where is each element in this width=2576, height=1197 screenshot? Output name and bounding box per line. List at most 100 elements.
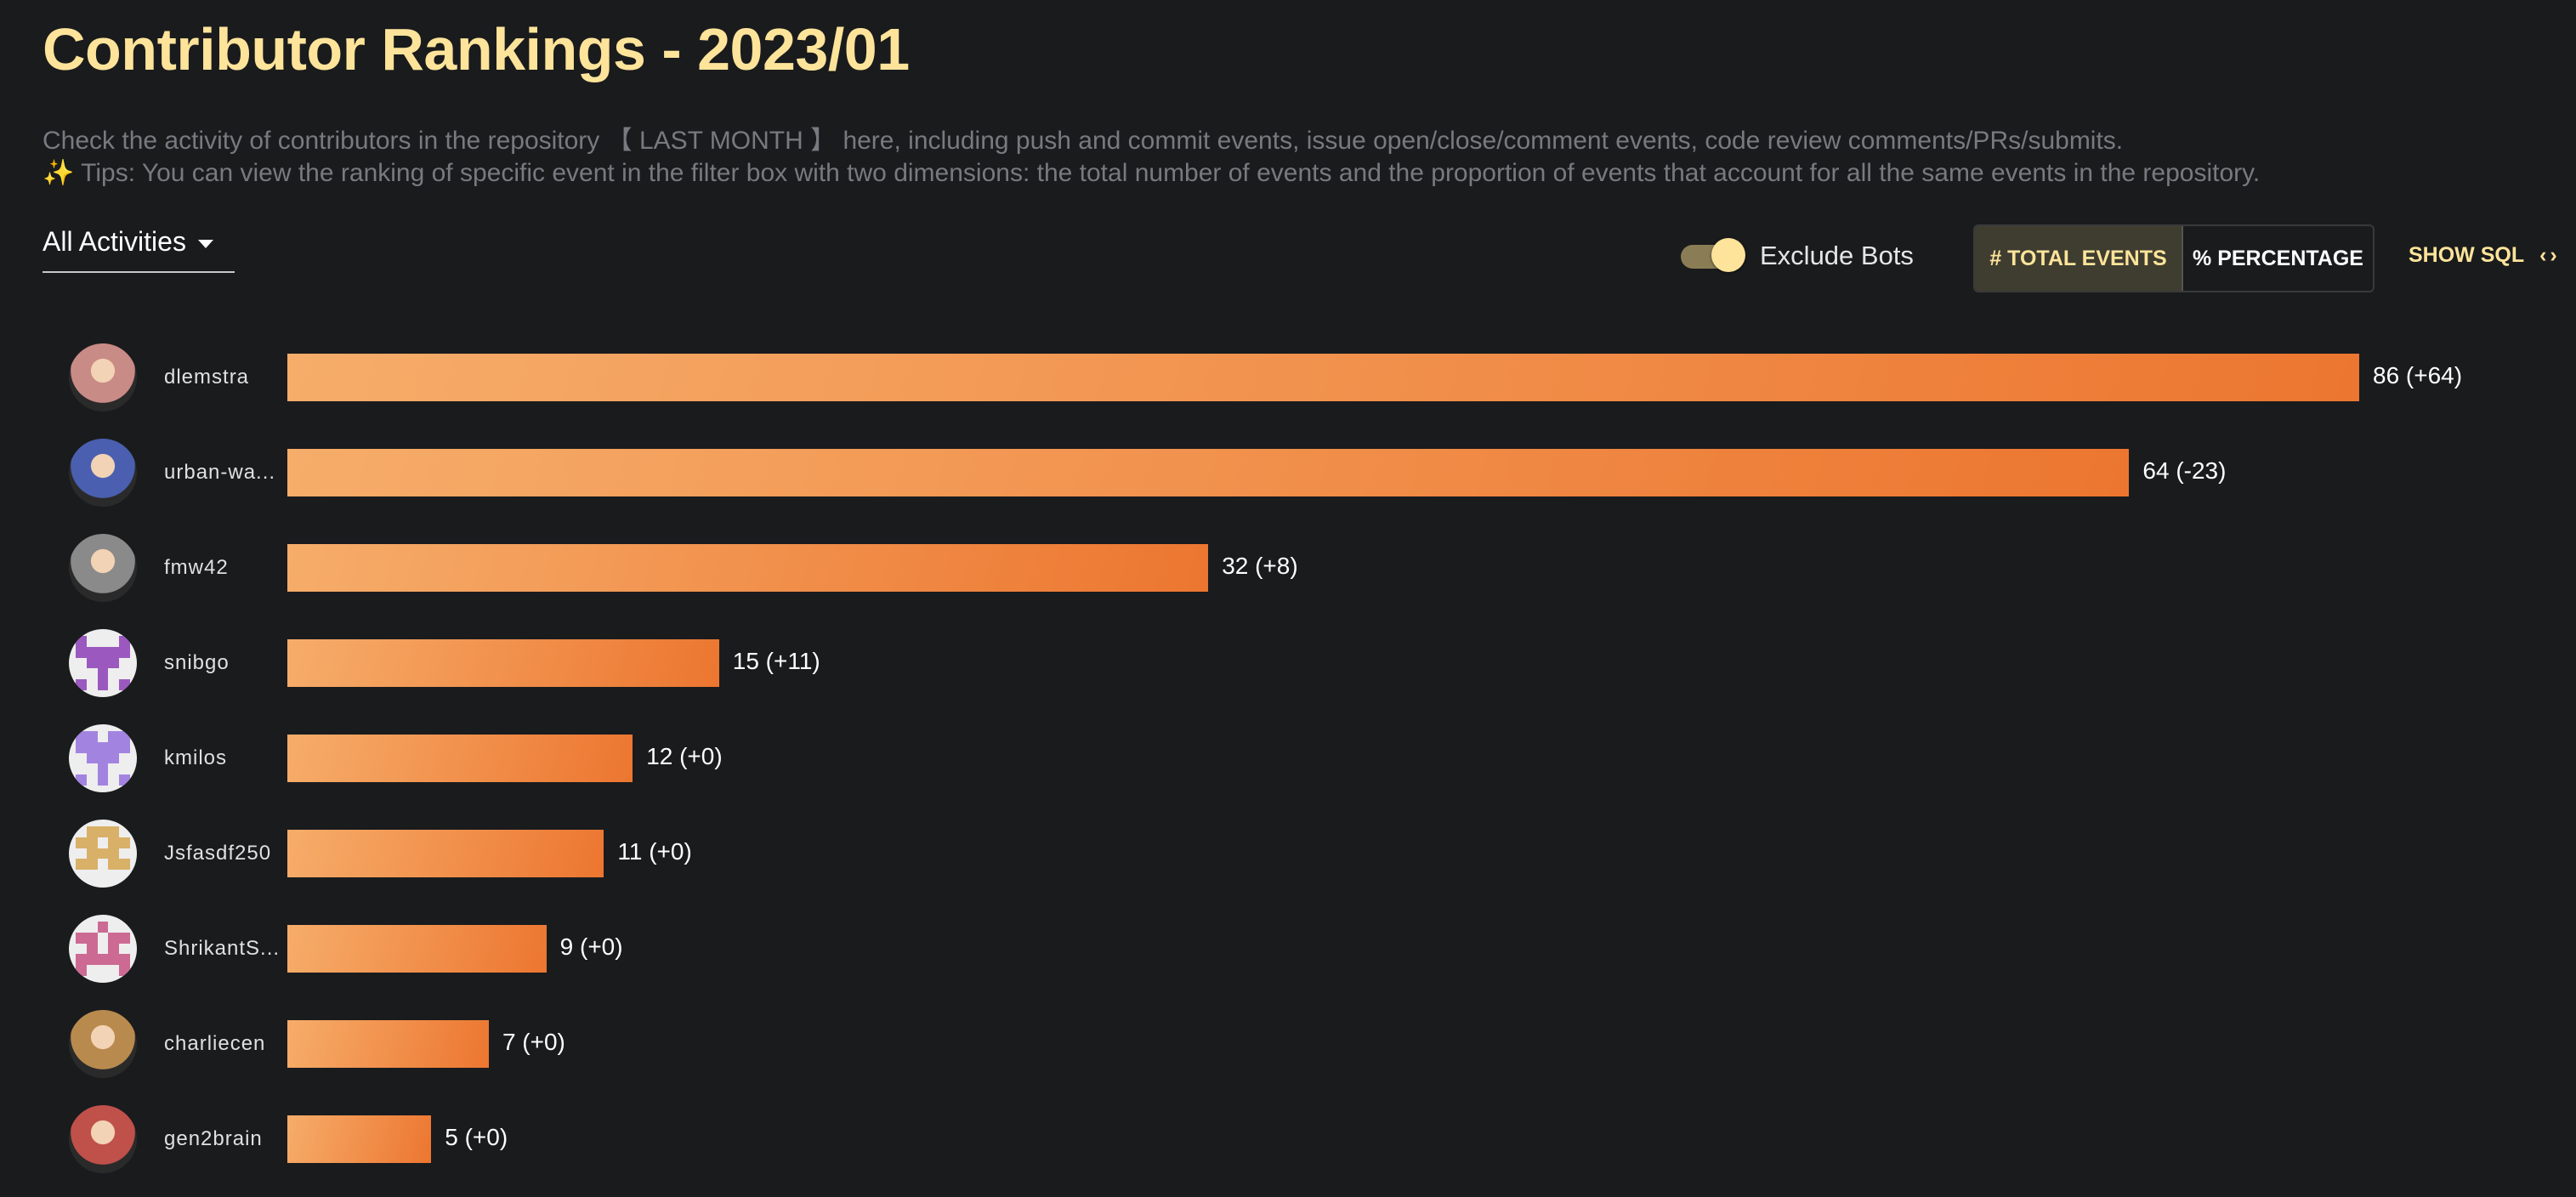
avatar[interactable] bbox=[69, 724, 137, 792]
identicon-cell bbox=[76, 668, 87, 679]
contributor-row: Jsfasdf250 11 (+0) bbox=[0, 806, 2576, 901]
activity-filter-dropdown[interactable]: All Activities bbox=[43, 226, 235, 273]
contributor-name[interactable]: snibgo bbox=[164, 651, 230, 674]
page-description: Check the activity of contributors in th… bbox=[43, 127, 2124, 155]
identicon-cell bbox=[97, 646, 109, 658]
avatar[interactable] bbox=[69, 915, 137, 983]
avatar[interactable] bbox=[69, 629, 137, 697]
identicon-cell bbox=[76, 753, 87, 764]
avatar[interactable] bbox=[69, 343, 137, 411]
identicon-cell bbox=[86, 731, 98, 742]
bar bbox=[287, 544, 1209, 592]
toggle-knob bbox=[1711, 238, 1745, 272]
identicon-cell bbox=[86, 826, 98, 837]
avatar[interactable] bbox=[69, 820, 137, 888]
contributor-name[interactable]: ShrikantS... bbox=[164, 937, 281, 960]
identicon-cell bbox=[108, 848, 120, 859]
bar bbox=[287, 639, 719, 687]
identicon-cell bbox=[119, 848, 130, 859]
identicon-cell bbox=[108, 774, 119, 786]
contributor-name[interactable]: charliecen bbox=[164, 1032, 266, 1055]
avatar[interactable] bbox=[69, 1010, 137, 1078]
identicon-cell bbox=[119, 932, 130, 944]
identicon-cell bbox=[76, 848, 87, 859]
identicon-cell bbox=[87, 679, 98, 690]
identicon-cell bbox=[108, 679, 119, 690]
avatar[interactable] bbox=[69, 534, 137, 602]
identicon-cell bbox=[87, 965, 98, 976]
bar-value-label: 32 (+8) bbox=[1222, 553, 1298, 579]
contributor-name[interactable]: gen2brain bbox=[164, 1127, 263, 1150]
contributor-row: kmilos 12 (+0) bbox=[0, 711, 2576, 806]
contributor-row: urban-wa... 64 (-23) bbox=[0, 425, 2576, 520]
show-sql-label: SHOW SQL bbox=[2409, 243, 2525, 267]
identicon-cell bbox=[97, 763, 109, 775]
identicon-cell bbox=[76, 922, 87, 933]
identicon-cell bbox=[76, 763, 87, 774]
contributor-row: dlemstra 86 (+64) bbox=[0, 330, 2576, 425]
contributor-name[interactable]: kmilos bbox=[164, 746, 228, 769]
bar bbox=[287, 830, 604, 877]
identicon-cell bbox=[97, 752, 109, 764]
code-icon: ‹› bbox=[2539, 243, 2561, 267]
identicon-cell bbox=[119, 741, 130, 753]
identicon-cell bbox=[76, 646, 87, 658]
percentage-button[interactable]: % PERCENTAGE bbox=[2193, 246, 2363, 270]
identicon-cell bbox=[76, 965, 87, 976]
identicon-cell bbox=[98, 870, 109, 881]
identicon-cell bbox=[108, 636, 119, 647]
identicon-cell bbox=[86, 657, 98, 669]
avatar[interactable] bbox=[69, 1105, 137, 1173]
identicon-cell bbox=[108, 859, 120, 871]
identicon-cell bbox=[98, 859, 109, 870]
identicon-cell bbox=[108, 668, 119, 679]
identicon-cell bbox=[98, 731, 109, 742]
identicon-cell bbox=[76, 679, 87, 690]
identicon-cell bbox=[108, 837, 120, 848]
identicon-cell bbox=[108, 954, 120, 966]
mode-switch: # TOTAL EVENTS % PERCENTAGE bbox=[1973, 224, 2375, 292]
bar-value-label: 7 (+0) bbox=[502, 1029, 565, 1055]
contributor-row: ShrikantS... 9 (+0) bbox=[0, 901, 2576, 996]
contributor-name[interactable]: dlemstra bbox=[164, 366, 250, 389]
contributor-name[interactable]: urban-wa... bbox=[164, 461, 276, 484]
contributor-name[interactable]: fmw42 bbox=[164, 556, 229, 579]
identicon-cell bbox=[108, 763, 119, 774]
identicon-cell bbox=[97, 848, 109, 859]
identicon-cell bbox=[98, 636, 109, 647]
identicon-cell bbox=[97, 774, 109, 786]
identicon-cell bbox=[119, 668, 130, 679]
bar-value-label: 64 (-23) bbox=[2142, 457, 2227, 484]
identicon-cell bbox=[108, 646, 120, 658]
identicon-cell bbox=[76, 741, 87, 753]
identicon-cell bbox=[97, 954, 109, 966]
bar bbox=[287, 735, 633, 782]
show-sql-button[interactable]: SHOW SQL ‹› bbox=[2409, 243, 2561, 268]
identicon-cell bbox=[119, 636, 130, 647]
identicon-cell bbox=[119, 753, 130, 764]
identicon-cell bbox=[108, 932, 120, 944]
identicon-cell bbox=[108, 731, 120, 742]
identicon-cell bbox=[86, 752, 98, 764]
identicon-cell bbox=[86, 943, 98, 955]
identicon-cell bbox=[97, 741, 109, 753]
total-events-button[interactable]: # TOTAL EVENTS bbox=[1975, 226, 2183, 291]
contributor-row: gen2brain 5 (+0) bbox=[0, 1092, 2576, 1187]
identicon-cell bbox=[119, 774, 130, 786]
contributor-name[interactable]: Jsfasdf250 bbox=[164, 842, 272, 865]
identicon-cell bbox=[86, 741, 98, 753]
identicon-cell bbox=[119, 679, 130, 690]
identicon-cell bbox=[108, 870, 119, 881]
bar bbox=[287, 1115, 432, 1163]
avatar[interactable] bbox=[69, 439, 137, 507]
identicon-cell bbox=[76, 954, 87, 966]
identicon-cell bbox=[119, 922, 130, 933]
identicon-cell bbox=[87, 922, 98, 933]
identicon-cell bbox=[119, 763, 130, 774]
exclude-bots-toggle[interactable] bbox=[1681, 238, 1747, 272]
identicon-cell bbox=[108, 965, 119, 976]
bar-value-label: 9 (+0) bbox=[559, 933, 623, 960]
identicon-cell bbox=[87, 763, 98, 774]
identicon-cell bbox=[98, 965, 109, 976]
identicon-cell bbox=[108, 922, 119, 933]
